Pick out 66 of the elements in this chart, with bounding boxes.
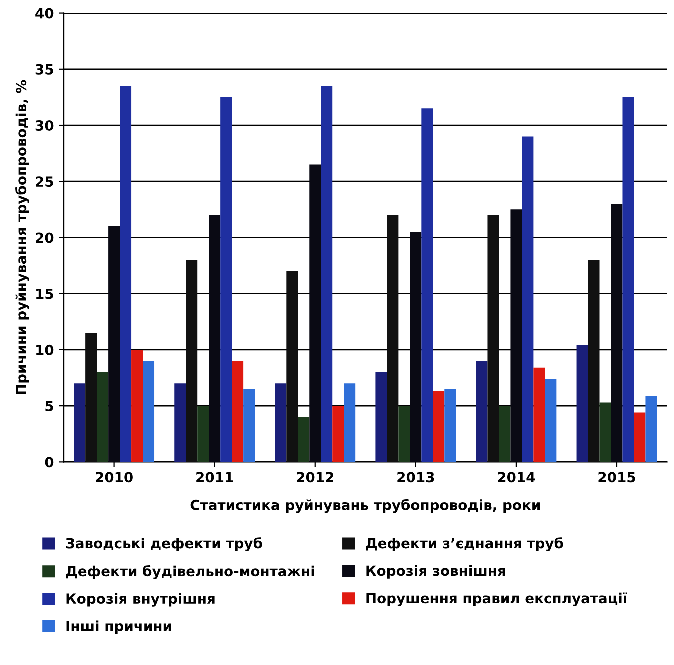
bar <box>74 384 86 462</box>
bar <box>232 361 244 462</box>
legend-label: Дефекти будівельно-монтажні <box>66 565 314 580</box>
x-axis-title: Статистика руйнувань трубопроводів, роки <box>190 499 540 514</box>
bar <box>310 164 322 462</box>
y-tick-label: 30 <box>36 120 54 131</box>
x-tick-label: 2010 <box>96 472 133 483</box>
bar <box>275 384 287 462</box>
bar <box>174 384 186 462</box>
bar <box>634 412 646 462</box>
bar <box>646 396 658 462</box>
bar <box>422 108 434 462</box>
x-tick-label: 2014 <box>498 472 536 483</box>
x-tick-label: 2012 <box>297 472 334 483</box>
bar <box>332 406 344 462</box>
legend-label: Заводські дефекти труб <box>66 538 262 552</box>
legend-label: Порушення правил експлуатації <box>366 592 628 606</box>
bar <box>387 215 399 462</box>
bar <box>97 372 109 462</box>
y-axis-title: Причини руйнування трубопроводів, % <box>15 80 30 394</box>
bar <box>132 350 144 462</box>
y-tick-label: 35 <box>36 64 54 75</box>
bar <box>622 97 634 462</box>
x-tick-label: 2015 <box>598 472 636 483</box>
bar <box>576 345 588 462</box>
bar <box>321 86 333 462</box>
y-tick-label: 25 <box>36 176 54 188</box>
bar <box>611 204 623 462</box>
bar <box>588 260 600 462</box>
bar <box>286 271 298 462</box>
bar <box>209 215 221 462</box>
bar <box>120 86 132 462</box>
bar <box>534 368 546 462</box>
bar <box>545 379 557 462</box>
bar <box>298 417 310 462</box>
bar <box>244 389 256 462</box>
legend-label: Корозія внутрішня <box>66 593 215 607</box>
bar <box>499 406 511 462</box>
bar <box>198 406 210 462</box>
bar <box>108 226 120 462</box>
y-tick-label: 0 <box>45 457 54 468</box>
y-tick-label: 5 <box>46 401 54 412</box>
legend-label: Дефекти з’єднання труб <box>366 538 564 552</box>
y-tick-label: 10 <box>36 344 54 356</box>
y-tick-label: 20 <box>36 232 54 244</box>
bar <box>143 361 155 462</box>
bar <box>410 232 422 462</box>
bar <box>398 406 410 462</box>
bar <box>476 361 488 462</box>
x-tick-label: 2013 <box>398 472 434 483</box>
bar <box>433 391 445 462</box>
bar <box>86 333 98 462</box>
bar <box>510 210 522 462</box>
y-tick-label: 15 <box>36 289 54 300</box>
bar <box>220 97 232 462</box>
bar <box>488 215 500 462</box>
x-tick-label: 2011 <box>196 472 234 483</box>
bar <box>344 384 356 462</box>
legend-label: Інші причини <box>66 620 172 634</box>
y-tick-label: 40 <box>36 8 54 19</box>
legend-label: Корозія зовнішня <box>366 565 506 579</box>
bar <box>600 402 612 462</box>
bar <box>186 260 198 462</box>
bar <box>376 372 388 462</box>
bar <box>444 389 456 462</box>
bar <box>522 136 534 462</box>
